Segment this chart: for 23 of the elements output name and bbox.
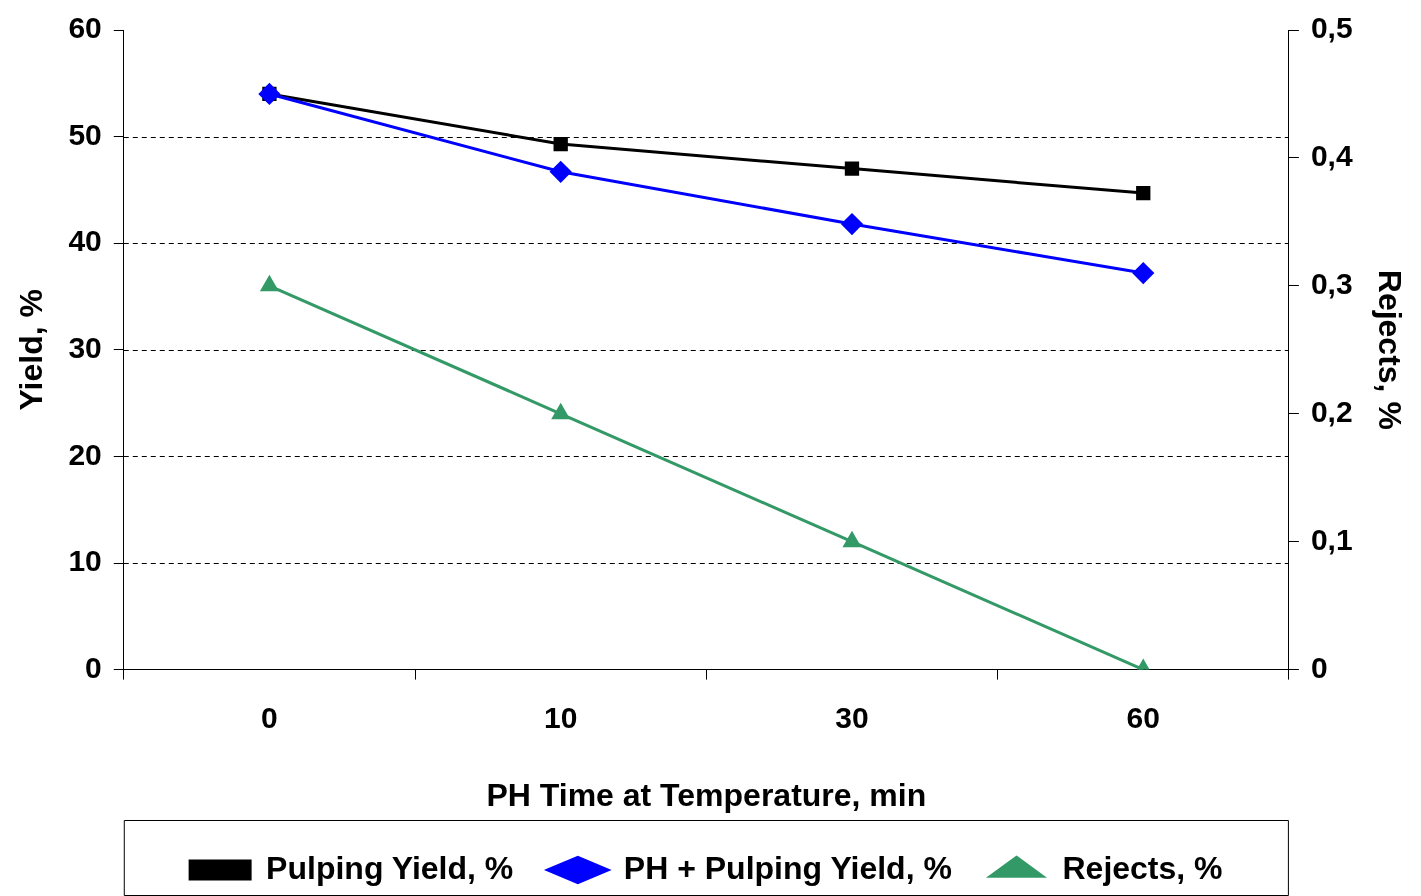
legend-label: Rejects, %: [1062, 849, 1223, 886]
y2-tick-label: 0,4: [1310, 139, 1353, 173]
y-axis-title: Yield, %: [13, 289, 50, 411]
y2-tick-label: 0,2: [1310, 395, 1353, 429]
x-tick-label: 60: [1126, 700, 1160, 734]
y-tick-label: 30: [68, 331, 102, 365]
x-tick-label: 30: [835, 700, 869, 734]
y2-tick-label: 0,3: [1310, 267, 1353, 301]
y-tick-label: 20: [68, 437, 102, 471]
y-tick-label: 50: [68, 117, 102, 151]
y-tick-label: 0: [85, 650, 102, 684]
y-tick-label: 10: [68, 544, 102, 578]
y-tick-label: 60: [68, 11, 102, 45]
y-tick-label: 40: [68, 224, 102, 258]
x-tick-label: 10: [544, 700, 578, 734]
legend-label: PH + Pulping Yield, %: [623, 849, 952, 886]
x-tick-label: 0: [261, 700, 278, 734]
x-axis-title: PH Time at Temperature, min: [486, 776, 927, 813]
y2-tick-label: 0: [1310, 650, 1328, 684]
legend-label: Pulping Yield, %: [266, 849, 514, 886]
y2-tick-label: 0,1: [1310, 522, 1353, 556]
y2-tick-label: 0,5: [1310, 11, 1353, 45]
y2-axis-title: Rejects, %: [1371, 269, 1408, 430]
